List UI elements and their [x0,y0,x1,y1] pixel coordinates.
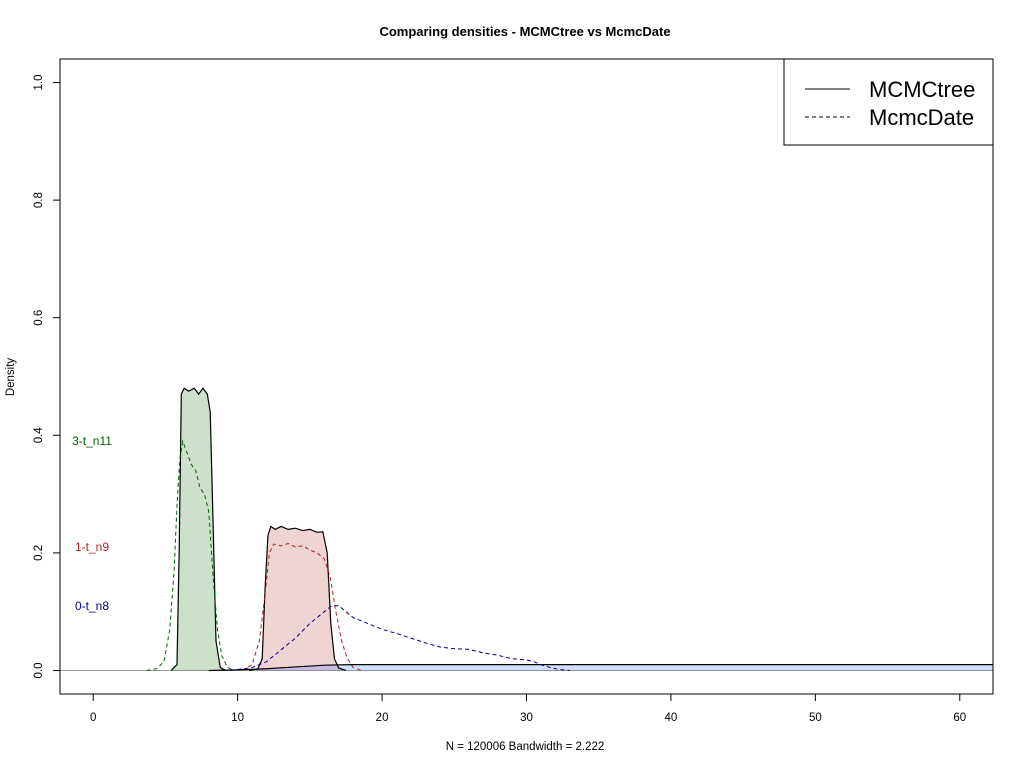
x-tick-label: 40 [665,712,678,724]
mcmctree-line-0-t_n8 [208,664,993,672]
mcmctree-line-1-t_n9 [249,525,347,672]
x-tick-label: 0 [90,712,96,724]
mcmcdate-line-1-t_n9 [241,542,363,671]
legend-box [783,58,994,146]
y-tick-label: 1.0 [33,75,45,91]
legend: MCMCtree McmcDate [783,58,994,146]
legend-label-mcmcdate: McmcDate [869,105,974,130]
mcmcdate-line-0-t_n8 [230,605,570,671]
mcmcdate-line-3-t_n11 [146,439,235,671]
y-tick-label: 0.4 [33,427,45,444]
node-label-0-t_n8: 0-t_n8 [75,599,109,613]
mcmctree-fill-3-t_n11 [171,388,227,671]
y-tick-label: 0.0 [33,662,45,678]
mcmctree-fill-0-t_n8 [208,664,993,671]
x-tick-label: 20 [376,712,389,724]
y-axis: 0.0 0.2 0.4 0.6 0.8 1.0 [33,75,61,678]
x-axis: 0 10 20 30 40 50 60 [90,693,966,724]
x-tick-label: 30 [520,712,533,724]
mcmctree-fill-1-t_n9 [249,526,346,671]
x-axis-label: N = 120006 Bandwidth = 2.222 [446,741,605,753]
x-tick-label: 10 [231,712,244,724]
legend-label-mcmctree: MCMCtree [869,77,975,102]
x-tick-label: 50 [809,712,822,724]
node-label-1-t_n9: 1-t_n9 [75,540,109,554]
y-axis-label: Density [5,358,17,397]
node-label-3-t_n11: 3-t_n11 [72,434,112,448]
x-tick-label: 60 [953,712,966,724]
y-tick-label: 0.8 [33,192,45,208]
y-tick-label: 0.6 [33,310,45,326]
chart-title: Comparing densities - MCMCtree vs McmcDa… [379,24,670,39]
y-tick-label: 0.2 [33,545,45,561]
